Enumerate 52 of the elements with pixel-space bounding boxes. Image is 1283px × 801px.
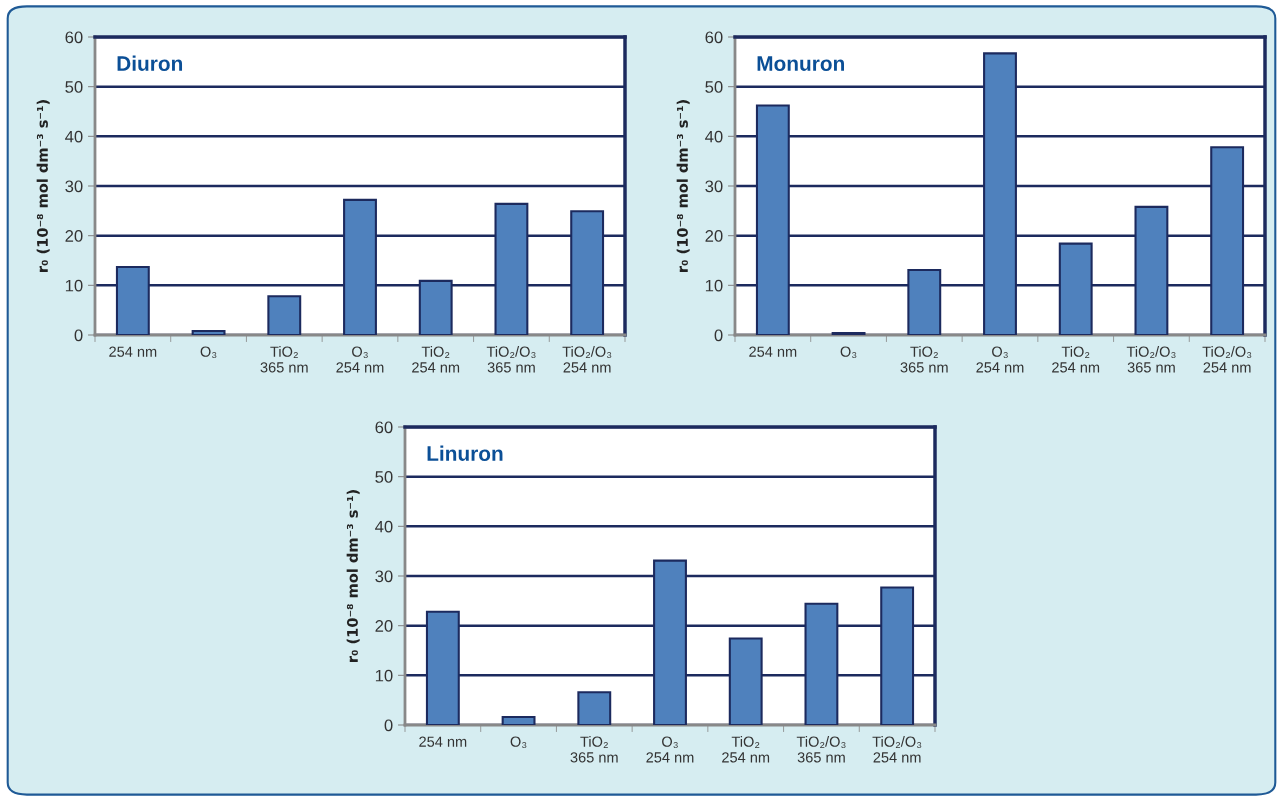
y-tick-label: 60 <box>65 31 83 44</box>
text: Diuron <box>117 55 183 71</box>
y-tick-label: 30 <box>375 570 393 583</box>
text: Linuron <box>427 445 503 461</box>
y-tick-label: 20 <box>65 230 83 242</box>
bar <box>267 295 302 335</box>
x-tick-label: 254 nm <box>419 736 467 747</box>
x-tick-label: O₃ <box>200 346 217 358</box>
x-tick-label: TiO₂ 365 nm <box>260 346 308 373</box>
y-tick-label: 10 <box>65 279 83 292</box>
x-tick-label: TiO₂/O₃ 254 nm <box>1202 346 1252 373</box>
x-tick-label: TiO₂ 365 nm <box>570 736 618 763</box>
y-tick-label: 30 <box>705 180 723 193</box>
x-tick-label: O₃ 254 nm <box>976 346 1024 373</box>
y-tick-label: 40 <box>65 130 83 143</box>
y-tick-label: 10 <box>705 279 723 292</box>
y-tick-label: 30 <box>65 180 83 193</box>
x-tick-label: TiO₂/O₃ 365 nm <box>796 736 846 763</box>
x-tick-label: TiO₂/O₃ 365 nm <box>486 346 536 373</box>
y-tick-label: 50 <box>705 81 723 93</box>
y-tick-label: 20 <box>705 230 723 242</box>
y-tick-label: 60 <box>705 31 723 44</box>
x-tick-label: TiO₂ 254 nm <box>412 346 460 373</box>
y-tick-label: 60 <box>375 421 393 434</box>
x-tick-label: TiO₂ 365 nm <box>900 346 948 373</box>
y-tick-label: 0 <box>384 719 393 732</box>
y-tick-label: 20 <box>375 620 393 632</box>
x-tick-label: O₃ <box>510 736 527 748</box>
y-axis-title: r₀ (10⁻⁸ mol dm⁻³ s⁻¹) <box>346 490 360 662</box>
y-tick-label: 40 <box>705 130 723 143</box>
y-axis-title: r₀ (10⁻⁸ mol dm⁻³ s⁻¹) <box>676 100 690 272</box>
bar <box>191 329 226 335</box>
bar <box>577 691 612 725</box>
bar <box>501 716 536 725</box>
y-tick-label: 40 <box>375 520 393 533</box>
y-axis-title: r₀ (10⁻⁸ mol dm⁻³ s⁻¹) <box>36 100 50 272</box>
y-tick-label: 10 <box>375 669 393 682</box>
x-tick-label: TiO₂/O₃ 254 nm <box>562 346 612 373</box>
x-tick-label: O₃ 254 nm <box>336 346 384 373</box>
x-tick-label: TiO₂ 254 nm <box>722 736 770 763</box>
text: Monuron <box>757 56 844 71</box>
x-tick-label: 254 nm <box>749 346 797 357</box>
y-tick-label: 0 <box>714 329 723 342</box>
x-tick-label: O₃ 254 nm <box>646 736 694 763</box>
y-tick-label: 0 <box>74 329 83 342</box>
x-tick-label: O₃ <box>840 346 857 358</box>
y-tick-label: 50 <box>375 471 393 483</box>
x-tick-label: 254 nm <box>109 346 157 357</box>
x-tick-label: TiO₂/O₃ 365 nm <box>1126 346 1176 373</box>
y-tick-label: 50 <box>65 81 83 93</box>
x-tick-label: TiO₂ 254 nm <box>1052 346 1100 373</box>
x-tick-label: TiO₂/O₃ 254 nm <box>872 736 922 763</box>
